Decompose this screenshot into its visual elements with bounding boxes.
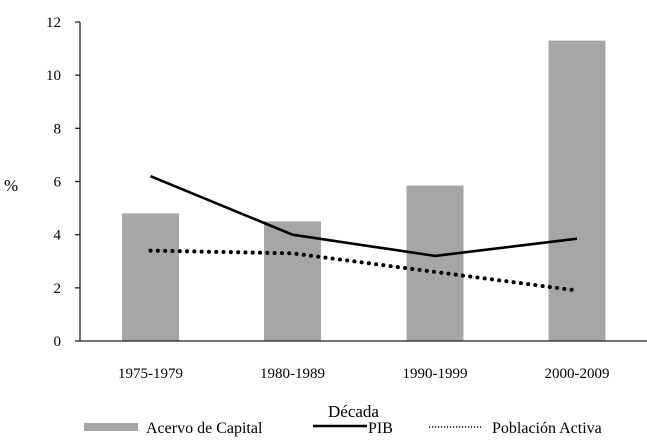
- legend-label: Población Activa: [492, 420, 602, 437]
- legend-label: Acervo de Capital: [146, 420, 263, 437]
- y-axis-ticks: 0 2 4 6 8 10 12: [46, 15, 80, 350]
- legend: Acervo de Capital PIB Población Activa: [84, 420, 602, 437]
- line-series-pib: [150, 174, 578, 258]
- y-tick-label: 12: [46, 15, 61, 31]
- bar: [406, 185, 464, 341]
- y-tick-label: 8: [54, 121, 62, 137]
- x-tick-label: 2000-2009: [545, 366, 610, 382]
- legend-label: PIB: [368, 420, 393, 437]
- y-tick-label: 4: [54, 228, 62, 244]
- y-tick-label: 0: [54, 334, 62, 350]
- bar: [122, 213, 179, 341]
- x-axis-label: Década: [328, 402, 379, 421]
- bar-series-acervo-de-capital: [122, 40, 606, 341]
- legend-item-poblacion-activa: Población Activa: [429, 420, 602, 437]
- legend-item-acervo-de-capital: Acervo de Capital: [84, 420, 263, 437]
- legend-item-pib: PIB: [313, 420, 393, 437]
- bar: [548, 40, 606, 341]
- legend-swatch-bar-icon: [84, 423, 138, 431]
- y-tick-label: 2: [54, 281, 62, 297]
- x-tick-label: 1975-1979: [118, 366, 183, 382]
- y-axis-label: %: [4, 176, 18, 195]
- y-tick-label: 10: [46, 68, 61, 84]
- x-axis-ticks: 1975-1979 1980-1989 1990-1999 2000-2009: [118, 366, 610, 382]
- x-tick-label: 1990-1999: [403, 366, 468, 382]
- x-tick-label: 1980-1989: [260, 366, 325, 382]
- bar: [264, 221, 321, 341]
- y-tick-label: 6: [54, 175, 62, 191]
- line-series-poblacion-activa: [148, 248, 579, 293]
